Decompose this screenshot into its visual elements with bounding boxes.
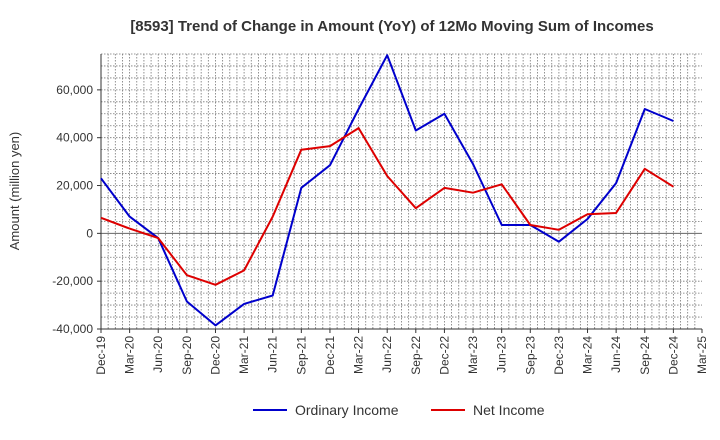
x-tick-label: Dec-24 bbox=[666, 336, 680, 375]
y-tick-label: 0 bbox=[86, 226, 93, 240]
series-line-ordinary-income bbox=[100, 54, 674, 327]
x-tick-label: Sep-21 bbox=[294, 336, 308, 375]
x-tick-label: Mar-24 bbox=[581, 336, 595, 374]
x-tick-label: Sep-23 bbox=[523, 336, 537, 375]
y-tick-label: 60,000 bbox=[56, 83, 93, 97]
x-tick-label: Mar-22 bbox=[352, 336, 366, 374]
x-tick-label: Dec-23 bbox=[552, 336, 566, 375]
x-tick-label: Mar-21 bbox=[237, 336, 251, 374]
x-tick-label: Mar-20 bbox=[123, 336, 137, 374]
x-tick-label: Sep-24 bbox=[638, 336, 652, 375]
legend-label: Ordinary Income bbox=[295, 402, 399, 418]
chart-title: [8593] Trend of Change in Amount (YoY) o… bbox=[130, 18, 653, 35]
x-tick-label: Sep-20 bbox=[180, 336, 194, 375]
y-tick-label: 40,000 bbox=[56, 131, 93, 145]
y-tick-label: 20,000 bbox=[56, 179, 93, 193]
x-tick-label: Dec-19 bbox=[94, 336, 108, 375]
x-tick-label: Sep-22 bbox=[409, 336, 423, 375]
axes bbox=[97, 54, 703, 333]
x-tick-label: Mar-25 bbox=[695, 336, 709, 374]
x-tick-label: Jun-21 bbox=[266, 336, 280, 373]
grid bbox=[101, 53, 702, 329]
x-tick-labels: Dec-19 Mar-20 Jun-20 Sep-20 Dec-20 Mar-21 Jun-… bbox=[94, 336, 709, 375]
y-tick-label: -20,000 bbox=[52, 274, 93, 288]
series-layer bbox=[100, 54, 674, 327]
x-tick-label: Jun-24 bbox=[609, 336, 623, 373]
y-tick-labels: -40,000 -20,000 0 20,000 40,000 60,000 bbox=[52, 83, 93, 336]
x-tick-label: Dec-20 bbox=[208, 336, 222, 375]
series-line-net-income bbox=[100, 127, 674, 286]
legend: Ordinary Income Net Income bbox=[253, 402, 545, 418]
legend-label: Net Income bbox=[473, 402, 545, 418]
x-tick-label: Dec-22 bbox=[437, 336, 451, 375]
x-tick-label: Mar-23 bbox=[466, 336, 480, 374]
y-tick-label: -40,000 bbox=[52, 322, 93, 336]
x-tick-label: Dec-21 bbox=[323, 336, 337, 375]
x-tick-label: Jun-22 bbox=[380, 336, 394, 373]
x-tick-label: Jun-20 bbox=[151, 336, 165, 373]
y-axis-label: Amount (million yen) bbox=[7, 132, 22, 251]
x-tick-label: Jun-23 bbox=[495, 336, 509, 373]
